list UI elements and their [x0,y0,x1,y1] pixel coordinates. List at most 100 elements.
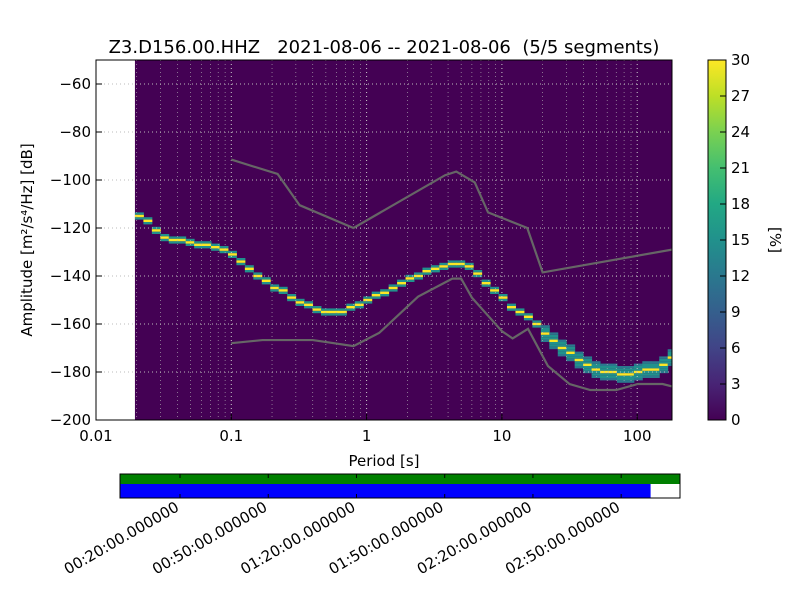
pdf-cell [566,356,576,359]
pdf-cell [557,351,567,354]
pdf-cell [625,368,635,371]
pdf-cell [168,241,178,244]
pdf-cell [287,294,297,297]
pdf-cell [278,286,288,290]
pdf-cell-mode [650,368,660,371]
pdf-cell [270,289,280,292]
colorbar-tick-label: 9 [731,303,741,321]
y-tick-label: −160 [50,315,91,333]
pdf-cell [295,303,305,306]
pdf-cell [600,368,609,371]
pdf-cell [447,265,457,268]
pdf-cell [583,370,593,374]
pdf-cell-mode [168,238,178,242]
pdf-cell [481,279,491,282]
pdf-cell [608,363,618,366]
pdf-cell-mode [659,363,669,366]
pdf-cell [591,375,601,378]
pdf-cell [574,356,584,359]
pdf-cell [557,349,567,352]
pdf-cell [583,368,593,371]
pdf-cell-mode [304,303,314,306]
pdf-cell-mode [278,289,288,292]
pdf-cell [667,363,672,366]
pdf-cell [413,277,423,280]
pdf-cell [202,246,212,249]
pdf-cell [549,344,559,347]
pdf-cell-mode [346,306,356,309]
pdf-cell [574,351,584,354]
colorbar-tick-label: 21 [731,159,750,177]
pdf-cell-mode [557,346,567,350]
pdf-cell [659,358,669,362]
pdf-cell [168,236,178,239]
pdf-cell [439,262,449,266]
pdf-cell [574,363,584,366]
pdf-cell [134,217,144,220]
pdf-cell [194,241,204,244]
pdf-cell [583,358,593,362]
pdf-cell-mode [464,265,474,268]
pdf-cell-mode [515,310,525,314]
pdf-cell [143,222,153,225]
pdf-cell [456,260,466,263]
pdf-cell-mode [456,262,466,266]
pdf-cell [498,294,508,297]
pdf-cell [659,366,669,369]
pdf-cell-mode [202,243,212,246]
colorbar-tick-label: 15 [731,231,750,249]
x-tick-label: 100 [623,427,652,445]
pdf-cell [633,363,643,366]
pdf-cell-mode [185,241,195,244]
y-tick-label: −180 [50,363,91,381]
pdf-cell [490,291,500,294]
pdf-cell [202,241,212,244]
pdf-cell [600,363,609,366]
colorbar-tick-label: 24 [731,123,750,141]
pdf-cell [211,248,221,251]
pdf-cell [574,366,584,369]
pdf-cell [608,378,618,381]
pdf-cell-mode [143,219,153,222]
pdf-cell [616,375,626,378]
pdf-cell [566,358,576,362]
pdf-cell [659,356,669,359]
pdf-cell-mode [371,294,381,297]
pdf-cell [523,318,533,321]
pdf-cell [312,306,322,309]
pdf-cell [160,234,170,237]
pdf-cell-mode [295,301,305,304]
pdf-cell [388,284,398,287]
pdf-cell [591,361,601,364]
noise-models [230,158,672,392]
pdf-cell [236,262,246,266]
pdf-cell [583,356,593,359]
colorbar-tick-label: 0 [731,411,741,429]
pdf-cell [574,354,584,357]
pdf-cell [659,361,669,364]
pdf-cell [371,296,381,299]
pdf-cell-mode [320,310,330,314]
pdf-cell [253,277,263,280]
pdf-cell-mode [566,351,576,354]
colorbar-tick-label: 27 [731,87,750,105]
pdf-cell [667,349,672,352]
pdf-cell [532,325,542,328]
pdf-cell [642,363,652,366]
pdf-cell [270,284,280,287]
pdf-cell [566,354,576,357]
x-axis-label: Period [s] [348,452,419,470]
pdf-cell-mode [194,243,204,246]
pdf-cell-mode [540,332,550,335]
x-tick-label: 1 [362,427,372,445]
pdf-cell [650,361,660,364]
pdf-cell [388,289,398,292]
pdf-cell [625,375,635,378]
pdf-cell [134,212,144,215]
pdf-cell [253,272,263,275]
pdf-cell-mode [134,214,144,218]
pdf-cell-mode [329,310,339,314]
y-tick-label: −80 [59,123,91,141]
pdf-cell [295,298,305,302]
pdf-cell [473,274,483,278]
